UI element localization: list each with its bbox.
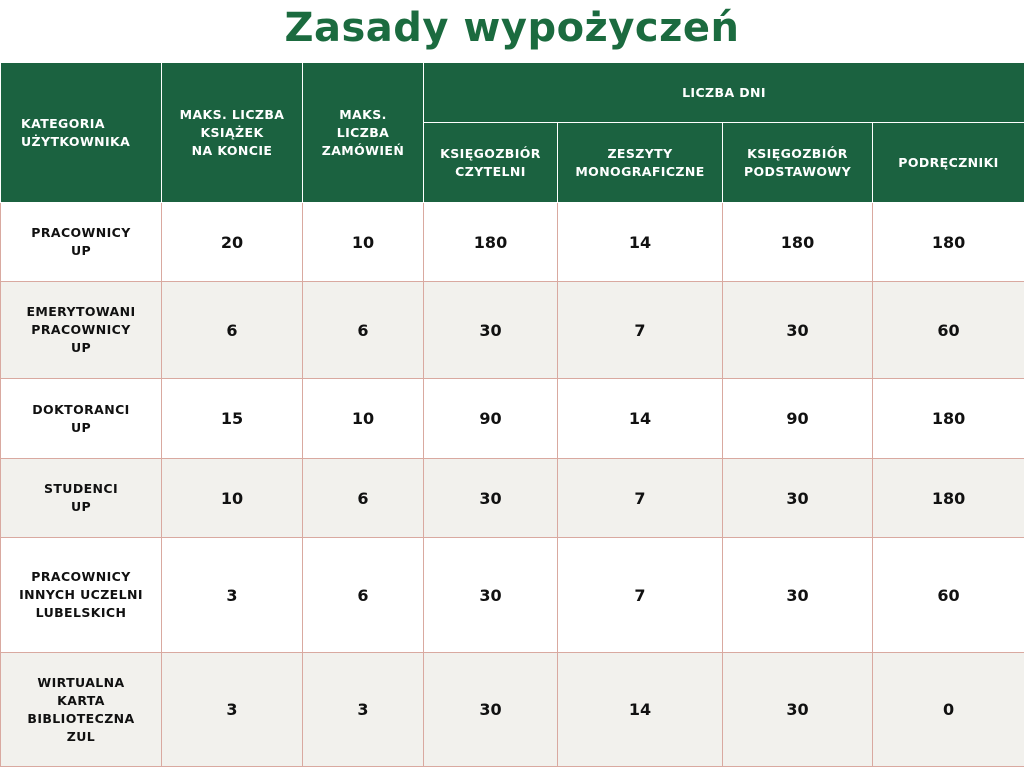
max-orders-cell: 3 — [302, 652, 424, 767]
monographs-days-cell: 14 — [557, 652, 723, 767]
category-cell: PRACOWNICY INNYCH UCZELNI LUBELSKICH — [0, 537, 162, 653]
basic-collection-days-cell: 180 — [722, 202, 873, 282]
header-days-group: LICZBA DNI — [422, 62, 1024, 123]
basic-collection-days-cell: 30 — [722, 652, 873, 767]
textbooks-days-cell: 180 — [871, 378, 1024, 459]
max-books-cell: 6 — [161, 281, 303, 379]
monographs-days-cell: 7 — [557, 281, 723, 379]
lending-rules-table: KATEGORIA UŻYTKOWNIKA MAKS. LICZBA KSIĄŻ… — [0, 62, 1024, 767]
max-orders-cell: 6 — [302, 537, 424, 653]
textbooks-days-cell: 180 — [871, 202, 1024, 282]
max-books-cell: 15 — [161, 378, 303, 459]
reading-room-days-cell: 90 — [423, 378, 558, 459]
monographs-days-cell: 7 — [557, 458, 723, 538]
basic-collection-days-cell: 30 — [722, 281, 873, 379]
monographs-days-cell: 14 — [557, 202, 723, 282]
reading-room-days-cell: 180 — [423, 202, 558, 282]
table-row: PRACOWNICY UP 20 10 180 14 180 180 — [0, 202, 1024, 282]
reading-room-days-cell: 30 — [423, 458, 558, 538]
category-cell: EMERYTOWANI PRACOWNICY UP — [0, 281, 162, 379]
header-max-books: MAKS. LICZBA KSIĄŻEK NA KONCIE — [161, 62, 303, 203]
table-header: KATEGORIA UŻYTKOWNIKA MAKS. LICZBA KSIĄŻ… — [0, 62, 1024, 203]
header-monographs: ZESZYTY MONOGRAFICZNE — [557, 122, 723, 203]
table-row: PRACOWNICY INNYCH UCZELNI LUBELSKICH 3 6… — [0, 537, 1024, 653]
monographs-days-cell: 7 — [557, 537, 723, 653]
max-books-cell: 10 — [161, 458, 303, 538]
table-row: WIRTUALNA KARTA BIBLIOTECZNA ZUL 3 3 30 … — [0, 652, 1024, 767]
header-basic-collection: KSIĘGOZBIÓR PODSTAWOWY — [722, 122, 873, 203]
max-orders-cell: 6 — [302, 281, 424, 379]
max-books-cell: 3 — [161, 652, 303, 767]
textbooks-days-cell: 60 — [871, 281, 1024, 379]
page-title: Zasady wypożyczeń — [284, 5, 740, 51]
category-cell: PRACOWNICY UP — [0, 202, 162, 282]
basic-collection-days-cell: 30 — [722, 537, 873, 653]
max-books-cell: 20 — [161, 202, 303, 282]
reading-room-days-cell: 30 — [423, 537, 558, 653]
header-max-orders: MAKS. LICZBA ZAMÓWIEŃ — [302, 62, 424, 203]
textbooks-days-cell: 60 — [871, 537, 1024, 653]
header-category: KATEGORIA UŻYTKOWNIKA — [0, 62, 162, 203]
basic-collection-days-cell: 30 — [722, 458, 873, 538]
header-reading-room: KSIĘGOZBIÓR CZYTELNI — [423, 122, 558, 203]
reading-room-days-cell: 30 — [423, 652, 558, 767]
max-books-cell: 3 — [161, 537, 303, 653]
textbooks-days-cell: 0 — [871, 652, 1024, 767]
table-row: STUDENCI UP 10 6 30 7 30 180 — [0, 458, 1024, 538]
table-row: EMERYTOWANI PRACOWNICY UP 6 6 30 7 30 60 — [0, 281, 1024, 379]
header-textbooks: PODRĘCZNIKI — [871, 122, 1024, 203]
max-orders-cell: 10 — [302, 378, 424, 459]
table-row: DOKTORANCI UP 15 10 90 14 90 180 — [0, 378, 1024, 459]
basic-collection-days-cell: 90 — [722, 378, 873, 459]
max-orders-cell: 10 — [302, 202, 424, 282]
reading-room-days-cell: 30 — [423, 281, 558, 379]
category-cell: STUDENCI UP — [0, 458, 162, 538]
max-orders-cell: 6 — [302, 458, 424, 538]
textbooks-days-cell: 180 — [871, 458, 1024, 538]
monographs-days-cell: 14 — [557, 378, 723, 459]
category-cell: DOKTORANCI UP — [0, 378, 162, 459]
category-cell: WIRTUALNA KARTA BIBLIOTECZNA ZUL — [0, 652, 162, 767]
table-body: PRACOWNICY UP 20 10 180 14 180 180 EMERY… — [0, 202, 1024, 767]
